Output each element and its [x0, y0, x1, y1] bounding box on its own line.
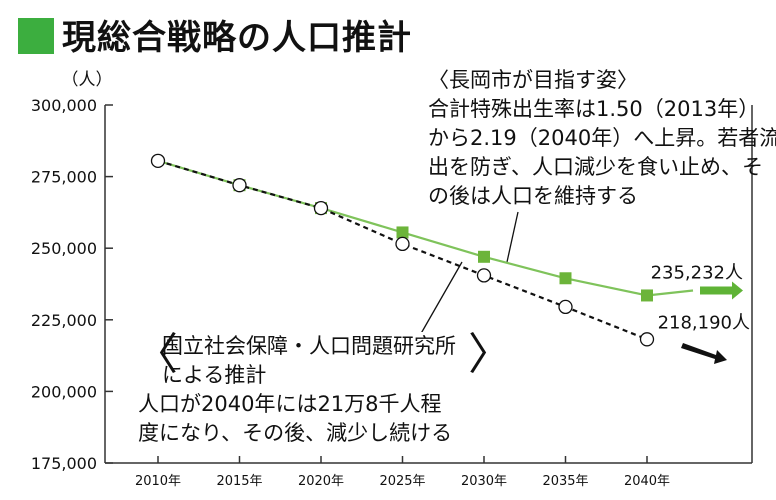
x-tick-label: 2010年	[135, 474, 181, 489]
estimate-source-line: 国立社会保障・人口問題研究所	[162, 334, 456, 358]
estimate-annotation-line: 人口が2040年には21万8千人程	[138, 392, 442, 416]
estimate-marker	[232, 178, 247, 193]
plan-marker	[396, 226, 409, 239]
plan-annotation-leader	[506, 211, 519, 263]
y-axis-unit-label: （人）	[62, 70, 113, 90]
y-tick-label: 200,000	[31, 382, 97, 401]
y-tick-label: 275,000	[31, 168, 97, 187]
plan-annotation-line: の後は人口を維持する	[428, 184, 638, 208]
plan-marker	[478, 250, 490, 263]
estimate-end-label: 218,190人	[658, 312, 750, 333]
estimate-marker	[476, 268, 492, 283]
right-bracket: 〉	[468, 329, 512, 380]
left-bracket: 〈	[134, 329, 178, 380]
y-tick-label: 225,000	[31, 311, 97, 330]
plan-annotation-line: 合計特殊出生率は1.50（2013年）	[428, 97, 760, 121]
estimate-annotation-line: 度になり、その後、減少し続ける	[138, 421, 453, 445]
estimate-marker	[313, 200, 329, 216]
x-tick-label: 2015年	[216, 474, 262, 489]
plan-marker	[559, 272, 572, 285]
estimate-source-line: による推計	[162, 363, 267, 387]
estimate-annotation: 〈 国立社会保障・人口問題研究所 による推計 〉 人口が2040年には21万8千…	[134, 329, 512, 448]
x-tick-label: 2025年	[379, 474, 425, 489]
estimate-marker	[639, 332, 655, 347]
title-marker	[18, 18, 54, 54]
estimate-marker	[558, 299, 573, 315]
plan-annotation-line: から2.19（2040年）へ上昇。若者流	[428, 126, 776, 150]
plan-annotation-line: 出を防ぎ、人口減少を食い止め、そ	[428, 155, 763, 179]
estimate-marker	[150, 153, 166, 168]
x-tick-label: 2035年	[542, 474, 588, 489]
y-tick-label: 175,000	[31, 454, 97, 473]
estimate-trend-arrow	[681, 343, 727, 364]
plan-annotation: 〈長岡市が目指す姿〉 合計特殊出生率は1.50（2013年） から2.19（20…	[428, 66, 776, 211]
x-tick-label: 2020年	[298, 474, 344, 489]
estimate-annotation-leader	[414, 261, 463, 345]
x-tick-label: 2030年	[461, 474, 507, 489]
plan-annotation-heading: 〈長岡市が目指す姿〉	[428, 68, 638, 92]
plan-trend-arrow	[700, 281, 743, 300]
plan-end-label: 235,232人	[651, 262, 743, 283]
y-tick-label: 300,000	[31, 96, 97, 115]
estimate-marker	[395, 236, 410, 252]
plan-marker	[641, 289, 653, 302]
x-tick-label: 2040年	[624, 474, 670, 489]
chart-title: 現総合戦略の人口推計	[62, 18, 412, 58]
y-tick-label: 250,000	[31, 239, 97, 258]
estimate-source: 〈 国立社会保障・人口問題研究所 による推計 〉	[134, 329, 512, 390]
